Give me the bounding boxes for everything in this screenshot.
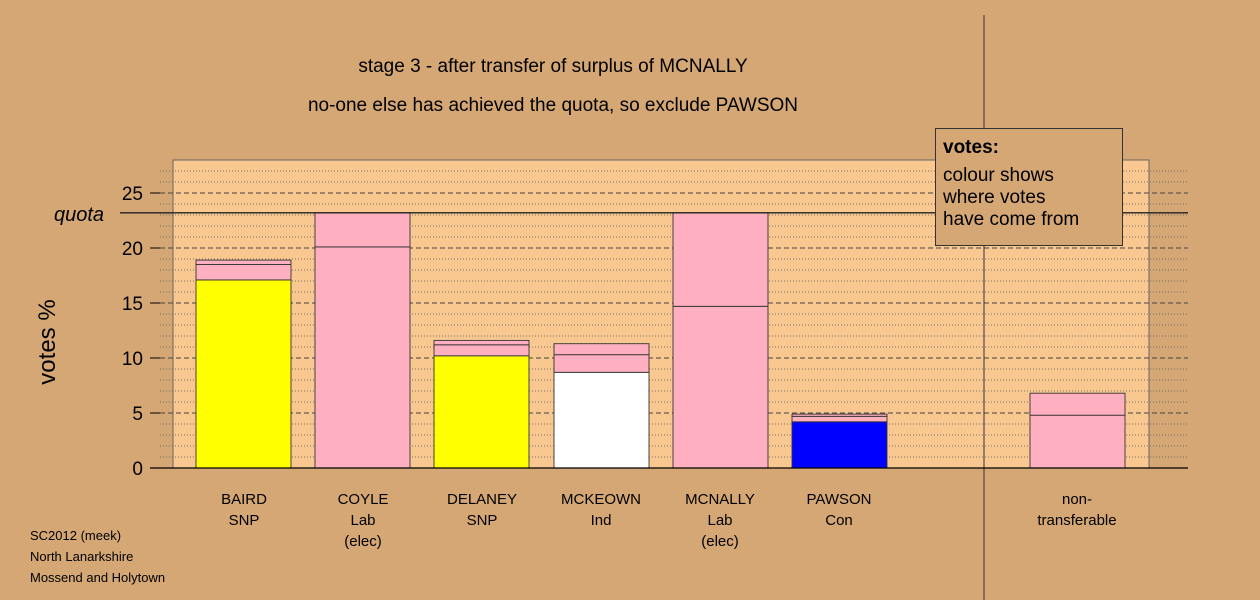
- y-tick-label: 25: [122, 184, 143, 205]
- bar-segment: [672, 305, 769, 469]
- chart-title: stage 3 - after transfer of surplus of M…: [358, 56, 748, 77]
- bar-segment: [791, 421, 888, 469]
- candidate-label-mcnally: MCNALLY Lab (elec): [685, 491, 755, 550]
- footer: SC2012 (meek) North Lanarkshire Mossend …: [30, 525, 165, 588]
- candidate-label-delaney: DELANEY SNP: [446, 491, 518, 529]
- legend-heading: votes:: [943, 137, 999, 158]
- y-tick-label: 5: [132, 404, 143, 425]
- quota-label: quota: [54, 204, 105, 226]
- bar-segment: [791, 415, 888, 423]
- bar-segment: [433, 344, 530, 357]
- y-axis-label: votes %: [34, 299, 61, 385]
- footer-line: SC2012 (meek): [30, 528, 122, 543]
- bar-segment: [791, 413, 888, 417]
- candidate-label-baird: BAIRD SNP: [221, 491, 267, 529]
- bar-segment: [433, 355, 530, 469]
- legend-box: votes: colour shows where votes have com…: [935, 128, 1123, 246]
- bar-segment: [553, 371, 650, 469]
- candidate-label-non-transferable: non- transferable: [1037, 491, 1117, 529]
- legend-line: where votes: [943, 187, 1046, 208]
- footer-line: North Lanarkshire: [30, 549, 134, 564]
- bar-segment: [433, 339, 530, 346]
- footer-line: Mossend and Holytown: [30, 570, 166, 585]
- y-tick-label: 10: [122, 349, 143, 370]
- candidate-label-coyle: COYLE Lab (elec): [337, 491, 389, 550]
- candidate-label-pawson: PAWSON Con: [806, 491, 872, 529]
- candidate-label-mckeown: MCKEOWN Ind: [561, 491, 641, 529]
- bar-segment: [314, 246, 411, 469]
- bar-segment: [195, 264, 292, 281]
- y-tick-label: 0: [132, 459, 143, 480]
- legend-line: have come from: [943, 209, 1080, 230]
- bar-segment: [1029, 414, 1126, 469]
- bar-segment: [672, 212, 769, 307]
- bar-segment: [195, 259, 292, 265]
- bar-segment: [195, 279, 292, 469]
- bar-segment: [553, 354, 650, 373]
- bar-segment: [553, 343, 650, 356]
- y-tick-label: 20: [122, 239, 143, 260]
- legend-line: colour shows: [943, 165, 1054, 186]
- bar-segment: [314, 212, 411, 248]
- chart-subtitle: no-one else has achieved the quota, so e…: [307, 95, 799, 116]
- bar-segment: [1029, 392, 1126, 416]
- y-tick-label: 15: [122, 294, 143, 315]
